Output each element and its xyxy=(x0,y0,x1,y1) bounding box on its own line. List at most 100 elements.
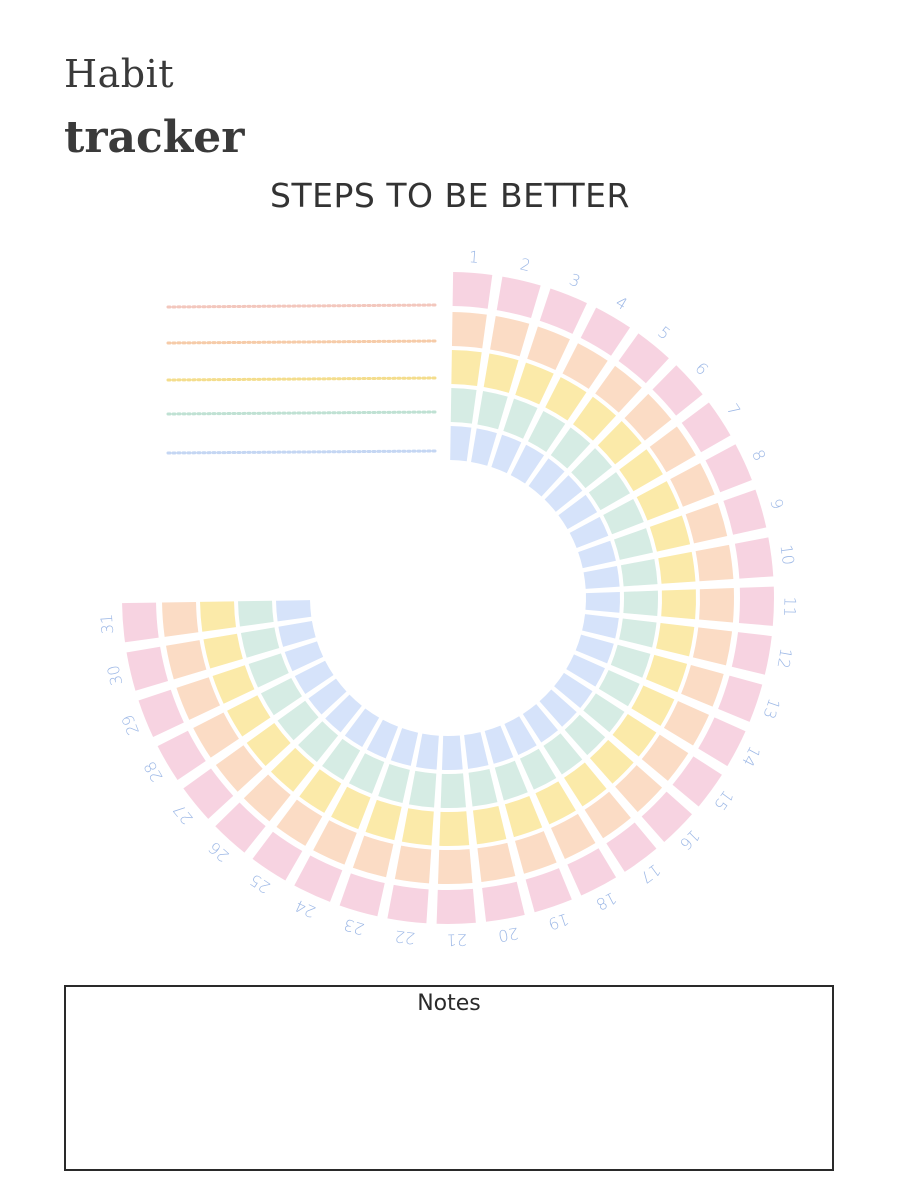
habit-cell-ring1-day30[interactable] xyxy=(126,646,169,691)
habit-cell-ring3-day18[interactable] xyxy=(535,781,576,825)
habit-cell-ring5-day23[interactable] xyxy=(390,728,419,766)
habit-cell-ring4-day28[interactable] xyxy=(260,677,302,716)
habit-name-line-5[interactable] xyxy=(166,449,438,455)
habit-cell-ring1-day6[interactable] xyxy=(652,365,703,416)
habit-cell-ring1-day23[interactable] xyxy=(339,873,385,917)
habit-cell-ring4-day15[interactable] xyxy=(583,693,625,733)
habit-cell-ring3-day20[interactable] xyxy=(472,805,507,845)
habit-cell-ring5-day27[interactable] xyxy=(308,678,347,715)
habit-cell-ring1-day24[interactable] xyxy=(294,855,343,902)
habit-cell-ring5-day30[interactable] xyxy=(278,621,316,647)
habit-cell-ring4-day30[interactable] xyxy=(240,627,280,658)
habit-cell-ring1-day4[interactable] xyxy=(580,307,631,356)
habit-cell-ring1-day31[interactable] xyxy=(122,602,159,643)
habit-cell-ring5-day5[interactable] xyxy=(528,458,565,497)
habit-name-line-3[interactable] xyxy=(166,376,438,382)
habit-cell-ring2-day25[interactable] xyxy=(276,799,323,846)
habit-cell-ring5-day16[interactable] xyxy=(539,689,577,727)
habit-cell-ring2-day2[interactable] xyxy=(490,316,530,357)
habit-cell-ring3-day17[interactable] xyxy=(564,762,607,807)
habit-cell-ring2-day16[interactable] xyxy=(615,765,663,813)
habit-cell-ring5-day9[interactable] xyxy=(578,540,616,569)
habit-cell-ring5-day8[interactable] xyxy=(569,516,609,549)
habit-cell-ring2-day26[interactable] xyxy=(243,774,291,822)
habit-cell-ring1-day26[interactable] xyxy=(215,802,266,853)
habit-cell-ring2-day14[interactable] xyxy=(663,701,710,746)
habit-cell-ring3-day21[interactable] xyxy=(439,811,470,847)
habit-cell-ring2-day28[interactable] xyxy=(193,712,239,758)
habit-cell-ring4-day23[interactable] xyxy=(378,763,410,804)
habit-cell-ring3-day24[interactable] xyxy=(331,786,371,830)
habit-cell-ring2-day12[interactable] xyxy=(692,627,733,666)
habit-cell-ring2-day10[interactable] xyxy=(695,544,734,582)
habit-cell-ring5-day4[interactable] xyxy=(510,444,545,484)
habit-cell-ring1-day22[interactable] xyxy=(387,884,429,924)
habit-cell-ring5-day29[interactable] xyxy=(284,641,324,672)
habit-cell-ring2-day31[interactable] xyxy=(162,601,199,637)
habit-cell-ring3-day22[interactable] xyxy=(401,808,434,846)
habit-cell-ring5-day20[interactable] xyxy=(464,732,489,769)
habit-cell-ring4-day27[interactable] xyxy=(277,700,319,741)
habit-cell-ring4-day19[interactable] xyxy=(494,760,528,801)
habit-cell-ring2-day8[interactable] xyxy=(670,463,715,507)
habit-cell-ring4-day11[interactable] xyxy=(623,590,658,616)
habit-cell-ring3-day16[interactable] xyxy=(589,739,634,784)
habit-cell-ring2-day3[interactable] xyxy=(527,326,570,371)
habit-name-line-1[interactable] xyxy=(166,303,438,309)
habit-cell-ring1-day21[interactable] xyxy=(436,888,476,925)
habit-cell-ring4-day8[interactable] xyxy=(603,498,644,535)
habit-cell-ring2-day27[interactable] xyxy=(215,745,263,792)
habit-cell-ring2-day7[interactable] xyxy=(649,426,696,473)
habit-cell-ring4-day10[interactable] xyxy=(620,558,658,587)
habit-cell-ring2-day30[interactable] xyxy=(166,640,207,680)
habit-cell-ring4-day16[interactable] xyxy=(564,714,606,756)
habit-cell-ring5-day7[interactable] xyxy=(558,494,598,530)
habit-cell-ring1-day13[interactable] xyxy=(718,675,763,722)
habit-cell-ring5-day18[interactable] xyxy=(504,716,537,755)
habit-cell-ring1-day16[interactable] xyxy=(641,791,692,842)
habit-cell-ring3-day3[interactable] xyxy=(515,362,554,405)
habit-cell-ring5-day22[interactable] xyxy=(416,733,439,770)
habit-cell-ring5-day14[interactable] xyxy=(566,654,605,687)
habit-cell-ring3-day15[interactable] xyxy=(612,714,657,757)
habit-cell-ring1-day14[interactable] xyxy=(698,717,746,767)
habit-cell-ring1-day8[interactable] xyxy=(705,444,752,493)
habit-cell-ring5-day19[interactable] xyxy=(484,725,514,764)
notes-box[interactable]: Notes xyxy=(64,985,834,1171)
habit-cell-ring4-day29[interactable] xyxy=(248,653,289,688)
habit-cell-ring4-day18[interactable] xyxy=(519,748,557,790)
habit-cell-ring4-day3[interactable] xyxy=(503,398,538,439)
habit-cell-ring5-day3[interactable] xyxy=(491,434,522,474)
habit-cell-ring4-day24[interactable] xyxy=(348,753,385,794)
habit-cell-ring3-day2[interactable] xyxy=(483,353,519,393)
habit-cell-ring3-day13[interactable] xyxy=(645,654,688,693)
habit-cell-ring5-day15[interactable] xyxy=(554,672,593,708)
habit-cell-ring5-day13[interactable] xyxy=(575,634,614,664)
habit-cell-ring3-day27[interactable] xyxy=(246,723,291,767)
habit-cell-ring1-day19[interactable] xyxy=(525,868,572,913)
habit-cell-ring4-day17[interactable] xyxy=(543,733,583,775)
habit-cell-ring1-day10[interactable] xyxy=(734,537,774,579)
habit-cell-ring4-day5[interactable] xyxy=(550,427,591,469)
habit-cell-ring4-day31[interactable] xyxy=(238,600,274,627)
habit-cell-ring2-day15[interactable] xyxy=(641,734,689,781)
habit-name-line-2[interactable] xyxy=(166,339,438,345)
habit-cell-ring1-day18[interactable] xyxy=(567,848,617,896)
habit-cell-ring2-day29[interactable] xyxy=(176,677,221,720)
habit-cell-ring4-day21[interactable] xyxy=(440,773,466,808)
habit-cell-ring1-day2[interactable] xyxy=(496,276,541,319)
habit-cell-ring3-day30[interactable] xyxy=(203,633,243,669)
habit-cell-ring4-day12[interactable] xyxy=(619,618,657,648)
habit-cell-ring2-day17[interactable] xyxy=(584,791,631,839)
habit-cell-ring3-day10[interactable] xyxy=(658,551,696,584)
habit-cell-ring2-day13[interactable] xyxy=(681,664,724,707)
habit-cell-ring5-day28[interactable] xyxy=(294,660,334,695)
habit-cell-ring3-day11[interactable] xyxy=(661,589,697,620)
habit-cell-ring3-day14[interactable] xyxy=(631,685,675,726)
habit-cell-ring2-day11[interactable] xyxy=(699,588,735,623)
habit-cell-ring3-day25[interactable] xyxy=(299,769,342,813)
habit-cell-ring4-day7[interactable] xyxy=(588,472,630,511)
habit-cell-ring1-day1[interactable] xyxy=(452,272,493,309)
habit-cell-ring4-day26[interactable] xyxy=(298,721,339,763)
habit-cell-ring2-day4[interactable] xyxy=(562,343,608,389)
